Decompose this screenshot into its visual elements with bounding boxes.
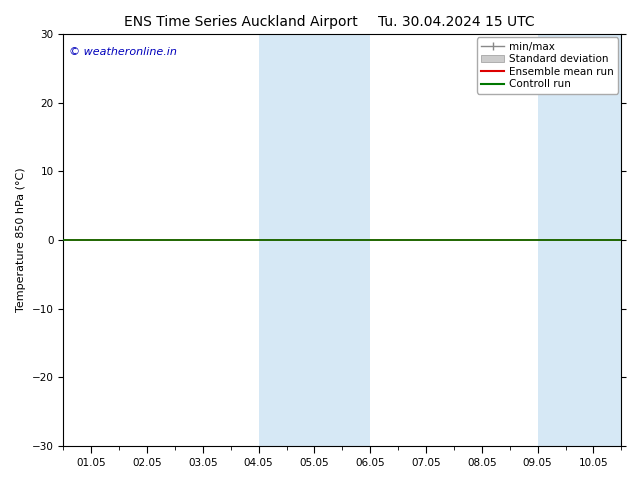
Bar [314,34,370,446]
Bar [593,34,634,446]
Y-axis label: Temperature 850 hPa (°C): Temperature 850 hPa (°C) [16,168,26,313]
Bar [538,34,593,446]
Text: Tu. 30.04.2024 15 UTC: Tu. 30.04.2024 15 UTC [378,15,535,29]
Bar [259,34,314,446]
Text: © weatheronline.in: © weatheronline.in [69,47,177,57]
Legend: min/max, Standard deviation, Ensemble mean run, Controll run: min/max, Standard deviation, Ensemble me… [477,37,618,94]
Text: ENS Time Series Auckland Airport: ENS Time Series Auckland Airport [124,15,358,29]
